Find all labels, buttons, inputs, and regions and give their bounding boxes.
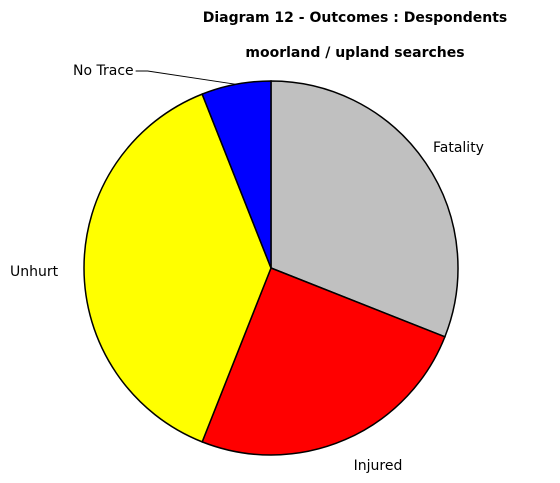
slice-label: No Trace: [73, 63, 134, 79]
slice-label: Fatality: [433, 140, 484, 156]
slice-label: Unhurt: [10, 264, 59, 280]
pie-slice: [270, 80, 459, 338]
pie-slice: [83, 93, 272, 443]
slice-label: Injured: [354, 458, 403, 474]
leader-line: [135, 70, 237, 85]
pie-slice: [201, 80, 272, 269]
pie-slice: [201, 267, 446, 456]
chart-title: Diagram 12 - Outcomes : Despondents: [203, 10, 508, 26]
chart-subtitle: moorland / upland searches: [245, 45, 464, 61]
